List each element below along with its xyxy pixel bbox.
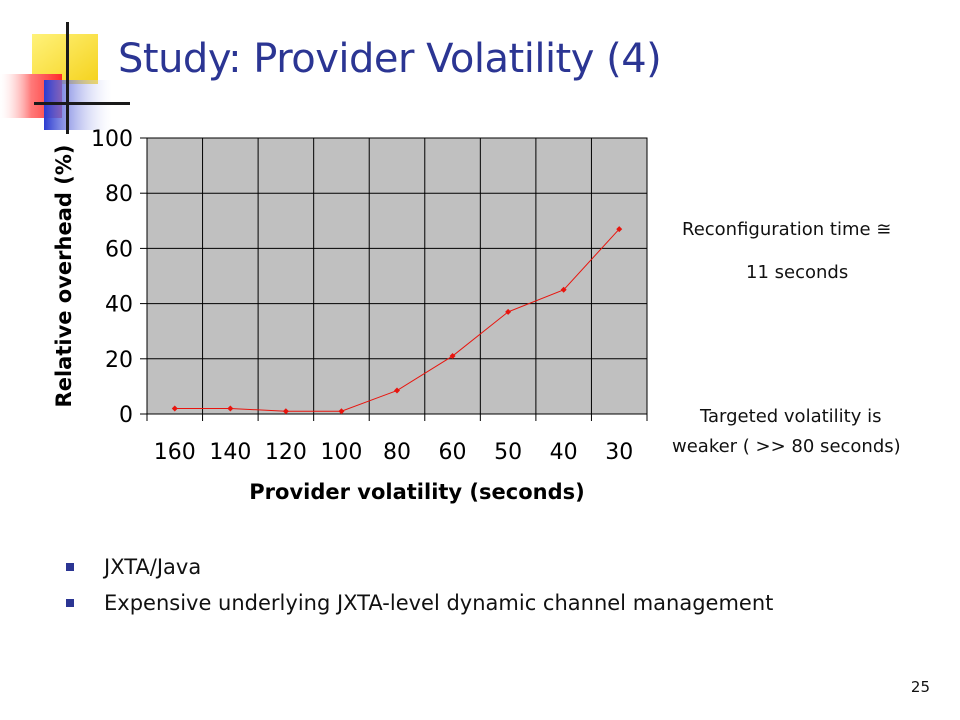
reconfig-note-line1: Reconfiguration time ≅: [682, 219, 892, 240]
data-point: [171, 405, 178, 412]
slide-title: Study: Provider Volatility (4): [118, 36, 662, 82]
x-axis-label: Provider volatility (seconds): [249, 480, 584, 504]
targeted-note-line2: weaker ( >> 80 seconds): [672, 436, 901, 457]
reconfig-note-line2: 11 seconds: [746, 262, 849, 283]
bullet-item: Expensive underlying JXTA-level dynamic …: [64, 588, 773, 624]
y-tick-label: 20: [105, 348, 133, 373]
x-tick-label: 40: [550, 440, 578, 465]
data-point: [338, 408, 345, 415]
x-tick-label: 120: [265, 440, 307, 465]
data-point: [394, 387, 400, 394]
x-tick-label: 50: [494, 440, 522, 465]
data-point: [616, 226, 623, 233]
y-tick-label: 100: [91, 127, 133, 152]
square-bullet-icon: [66, 563, 74, 571]
bullet-text: Expensive underlying JXTA-level dynamic …: [104, 591, 774, 615]
bullet-list: JXTA/Java Expensive underlying JXTA-leve…: [64, 552, 773, 624]
targeted-note-line1: Targeted volatility is: [700, 406, 882, 427]
plot-area: [146, 137, 648, 415]
bullet-text: JXTA/Java: [104, 555, 202, 579]
y-tick-label: 80: [105, 182, 133, 207]
data-point: [449, 353, 456, 360]
data-point: [505, 308, 512, 315]
x-tick-label: 80: [383, 440, 411, 465]
x-tick-label: 100: [320, 440, 362, 465]
y-tick-label: 0: [119, 403, 133, 428]
logo-vertical-line: [66, 22, 69, 134]
y-axis-label: Relative overhead (%): [52, 145, 76, 408]
data-point: [227, 405, 234, 412]
square-bullet-icon: [66, 599, 74, 607]
x-tick-label: 60: [439, 440, 467, 465]
page-number: 25: [910, 678, 930, 696]
slide-logo: [0, 22, 130, 134]
x-tick-label: 140: [209, 440, 251, 465]
data-point: [560, 286, 567, 293]
bullet-item: JXTA/Java: [64, 552, 773, 588]
x-tick-label: 160: [154, 440, 196, 465]
data-point: [282, 408, 289, 415]
y-tick-label: 60: [105, 237, 133, 262]
logo-horizontal-line: [34, 102, 130, 105]
x-tick-label: 30: [605, 440, 633, 465]
y-tick-label: 40: [105, 293, 133, 318]
